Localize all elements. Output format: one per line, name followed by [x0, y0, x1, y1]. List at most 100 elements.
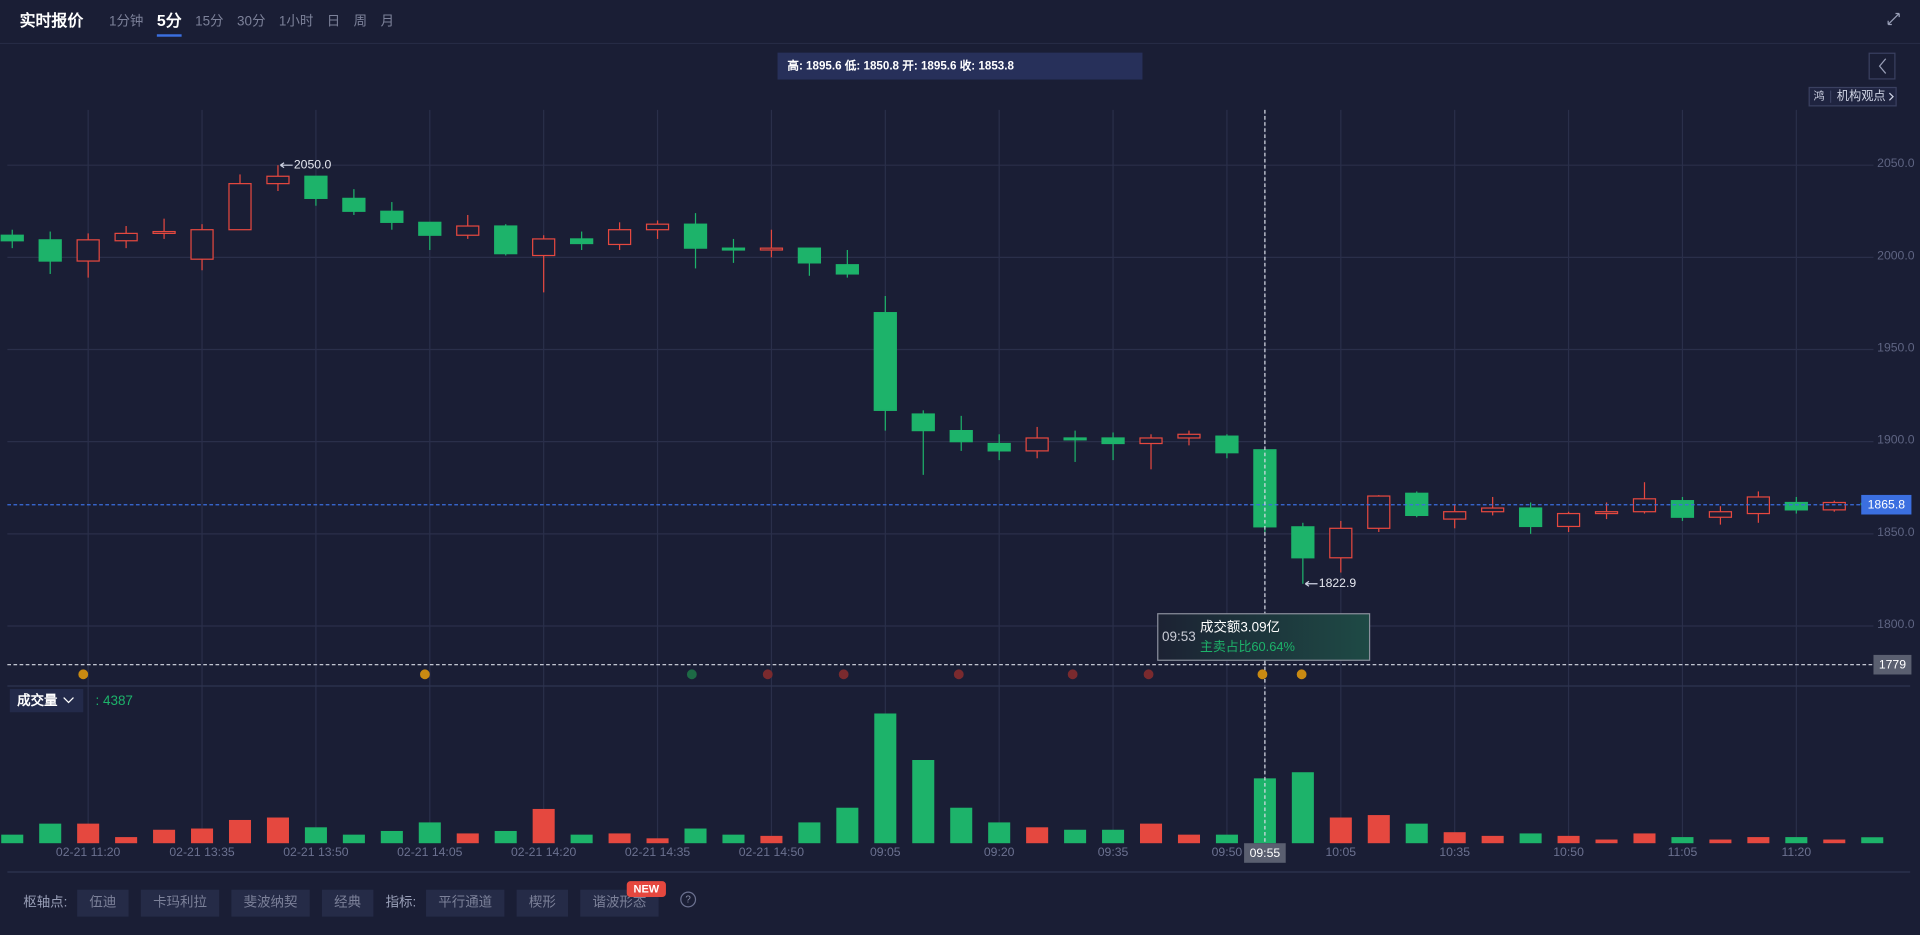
pivot-button[interactable] [77, 889, 129, 917]
event-icon[interactable] [1296, 669, 1307, 680]
volume-bar [77, 823, 100, 844]
last-price-label: 1865.8 [1868, 498, 1906, 512]
interval-tab[interactable]: 15分 [195, 14, 223, 29]
pivot-button[interactable] [231, 889, 310, 917]
event-icon[interactable] [762, 669, 773, 680]
pivot-button[interactable] [321, 889, 374, 917]
volume-bar [1405, 823, 1428, 844]
candle-body [456, 225, 480, 236]
tooltip-line: 成交额3.09亿 [1200, 618, 1280, 634]
event-icon[interactable] [1257, 669, 1268, 680]
candle-body [380, 210, 404, 223]
active-underline [156, 34, 182, 37]
x-tick-label: 02-21 14:35 [625, 845, 691, 859]
x-tick-label: 09:50 [1212, 845, 1243, 859]
interval-tab[interactable]: 日 [327, 14, 340, 29]
candle-body [911, 413, 935, 432]
interval-tab[interactable]: 周 [354, 14, 367, 29]
indicator-button[interactable] [516, 889, 569, 917]
volume-bar [570, 834, 593, 844]
volume-bar [1064, 829, 1087, 844]
interval-tab[interactable]: 30分 [237, 14, 265, 29]
candle-body [645, 223, 670, 231]
extreme-label: 2050.0 [294, 157, 332, 171]
volume-bar [722, 834, 745, 844]
volume-bar [912, 759, 935, 844]
volume-bar [456, 833, 479, 844]
side-toggle[interactable] [1868, 52, 1896, 80]
candle-body [570, 238, 594, 245]
volume-bar [1291, 772, 1314, 844]
volume-label: 成交量 [17, 692, 58, 708]
interval-tab[interactable]: 5分 [157, 12, 182, 30]
candle-body [152, 230, 176, 235]
event-icon[interactable] [686, 669, 697, 680]
indicator-button[interactable] [426, 889, 505, 917]
volume-bar [228, 819, 252, 844]
volume-bar [494, 830, 517, 844]
candle-body [266, 175, 290, 185]
candle-body [418, 221, 442, 236]
tooltip-line: 主卖占比60.64% [1200, 639, 1295, 654]
interval-tab[interactable]: 月 [381, 14, 394, 29]
interval-tab[interactable]: 1小时 [279, 14, 313, 29]
event-icon[interactable] [838, 669, 849, 680]
pivot-button-text: 经典 [334, 895, 361, 910]
event-icons [78, 669, 1307, 680]
ohlc-readout: 高: 1895.6 低: 1850.8 开: 1895.6 收: 1853.8 [787, 59, 1014, 73]
volume-bar [874, 713, 897, 844]
y-tick-label: 2050.0 [1877, 156, 1915, 170]
candle-body [1177, 433, 1201, 439]
volume-bar [191, 828, 214, 844]
volume-bar [798, 822, 821, 844]
candle-body [76, 239, 100, 262]
candle-body [494, 225, 518, 255]
pivot-button[interactable] [140, 889, 220, 917]
event-icon[interactable] [1143, 669, 1154, 680]
volume-bar [1481, 835, 1504, 844]
candle-body [987, 442, 1011, 452]
x-tick-label: 09:20 [984, 845, 1015, 859]
event-icon[interactable] [78, 669, 89, 680]
candle-body [683, 223, 708, 249]
candle-body [1101, 437, 1125, 445]
candle-body [949, 430, 973, 443]
volume-bar [760, 835, 783, 844]
volume-bar [1861, 837, 1884, 844]
volume-bar [1557, 835, 1580, 844]
volume-bar [1595, 839, 1618, 844]
event-icon[interactable] [420, 669, 430, 680]
candle-body [1215, 435, 1239, 454]
interval-tab[interactable]: 1分钟 [109, 13, 143, 29]
volume-selector[interactable] [9, 689, 84, 713]
candle-body [114, 232, 138, 242]
extreme-label: 1822.9 [1319, 576, 1357, 590]
crosshair-x-box [1244, 843, 1286, 863]
volume-bar [1633, 833, 1656, 844]
x-tick-label: 02-21 14:05 [397, 845, 463, 859]
event-icon[interactable] [953, 669, 964, 680]
pivot-button-text: 伍迪 [89, 895, 116, 910]
volume-bar [153, 829, 176, 844]
volume-bar [1367, 815, 1390, 844]
volume-bar [1215, 834, 1238, 844]
volume-bar [1671, 837, 1694, 844]
pivot-button-text: 卡玛利拉 [153, 895, 207, 910]
crosshair-y-label: 1779 [1879, 658, 1906, 672]
crosshair-x-label: 09:55 [1250, 846, 1281, 860]
collapse-icon[interactable] [1887, 12, 1900, 26]
candle-body [1025, 437, 1049, 452]
event-icon[interactable] [1067, 669, 1078, 680]
help-icon[interactable] [680, 891, 697, 908]
y-tick-label: 2000.0 [1877, 248, 1915, 262]
candle-body [1708, 511, 1733, 518]
opinion-label: 机构观点 [1837, 88, 1886, 103]
interval-tabs: 1分钟 5分 15分 30分 1小时日周月 [109, 12, 394, 37]
x-tick-label: 09:05 [870, 845, 901, 859]
volume-bar [39, 823, 62, 844]
candle-body [1556, 512, 1581, 528]
indicator-button-text: 楔形 [529, 895, 556, 910]
